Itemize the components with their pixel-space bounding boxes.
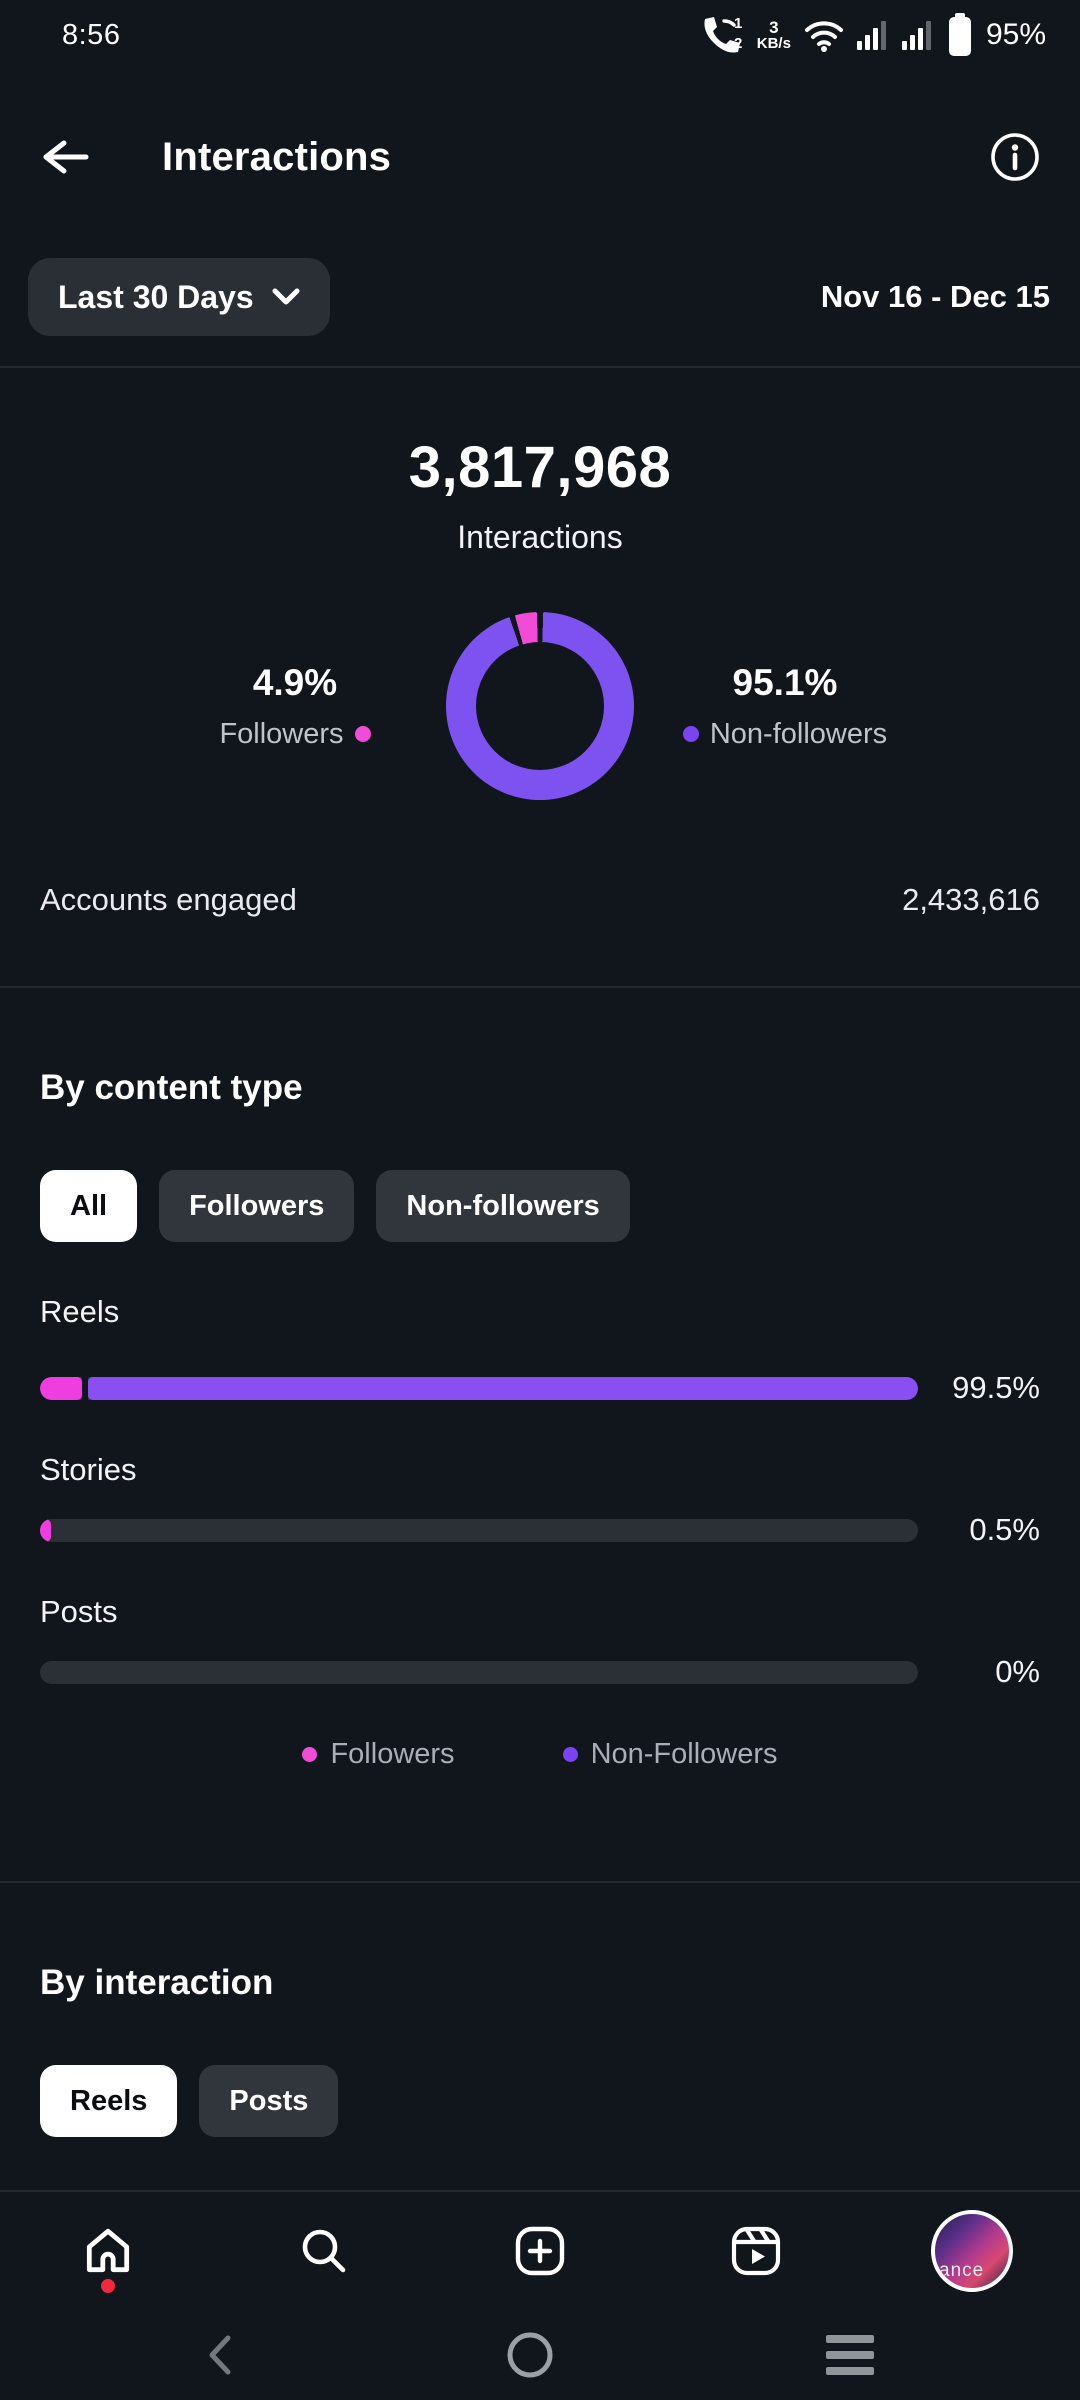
phone-call-icon: 1 2 [700,14,744,56]
battery-icon [947,12,973,58]
non-followers-dot-icon [682,726,699,742]
signal-bars-icon-2 [901,19,934,51]
notification-dot [101,2279,115,2293]
chip-all[interactable]: All [40,1170,138,1242]
section-heading: By content type [40,1068,303,1107]
bar-track [40,1376,918,1400]
bar-label-posts: Posts [40,1594,118,1629]
followers-stat: 4.9% Followers [180,662,410,751]
legend-followers-label: Followers [330,1738,455,1770]
content-type-filter-chips: All Followers Non-followers [40,1170,1040,1242]
bar-track [40,1518,918,1542]
non-followers-label: Non-followers [709,717,888,750]
date-range-selector-label: Last 30 Days [58,278,254,315]
date-range-text: Nov 16 - Dec 15 [820,279,1050,314]
legend-non-followers-label: Non-Followers [590,1738,778,1770]
non-followers-percent: 95.1% [732,661,838,703]
signal-bars-icon [856,19,889,51]
chip-reels[interactable]: Reels [40,2065,178,2137]
non-followers-stat: 95.1% Non-followers [670,662,900,751]
svg-text:2: 2 [734,35,742,52]
tab-create[interactable] [432,2225,648,2277]
bar-row-posts: 0% [40,1654,1040,1690]
section-heading: By interaction [40,1963,274,2002]
bar-segment-followers [40,1518,51,1542]
chip-non-followers[interactable]: Non-followers [376,1170,630,1242]
followers-label: Followers [219,717,344,750]
page-header: Interactions [0,106,1080,208]
legend-item-non-followers: Non-Followers [562,1738,778,1771]
followers-percent: 4.9% [252,661,338,703]
nav-back-icon [209,2335,231,2375]
chip-followers[interactable]: Followers [159,1170,355,1242]
total-interactions-label: Interactions [457,519,623,555]
bar-label-stories: Stories [40,1452,137,1487]
bar-segment-non-followers [88,1376,918,1400]
non-followers-dot-icon [562,1747,578,1762]
accounts-engaged-value: 2,433,616 [902,882,1040,917]
network-speed-indicator: 3 KB/s [756,17,791,53]
tab-home[interactable] [0,2225,216,2293]
search-icon [302,2229,346,2273]
accounts-engaged-label: Accounts engaged [40,882,297,917]
bar-segment-gap [82,1376,88,1400]
audience-split-chart: 4.9% Followers 95.1% Non-followers [0,580,1080,832]
reels-icon [731,2226,781,2276]
total-interactions-value: 3,817,968 [408,435,672,500]
bar-row-stories: 0.5% [40,1512,1040,1548]
tab-profile[interactable]: ance [864,2210,1080,2292]
divider [0,986,1080,988]
by-content-type-section: By content type All Followers Non-follow… [0,1068,1080,1771]
info-button[interactable] [988,130,1042,184]
donut-hole [476,642,604,770]
divider [0,366,1080,368]
android-nav-bar [0,2310,1080,2400]
bar-segment-followers [40,1376,82,1400]
bar-percent-reels: 99.5% [952,1370,1040,1405]
svg-text:1: 1 [734,15,742,32]
bar-label-reels: Reels [40,1294,120,1329]
wifi-icon [804,18,844,52]
page-title: Interactions [162,134,392,179]
chip-posts[interactable]: Posts [199,2065,339,2137]
profile-avatar: ance [931,2210,1013,2292]
status-bar: 8:56 1 2 3 KB/s [0,0,1080,64]
followers-dot-icon [354,726,371,742]
date-range-selector[interactable]: Last 30 Days [28,258,330,336]
chart-legend: Followers Non-Followers [40,1738,1040,1771]
legend-item-followers: Followers [302,1738,455,1771]
bar-track [40,1660,918,1684]
nav-home-icon [507,2332,553,2378]
nav-home-button[interactable] [505,2330,555,2380]
bar-row-reels: 99.5% [40,1370,1040,1406]
bottom-tab-bar: ance [0,2190,1080,2310]
bar-percent-posts: 0% [995,1654,1040,1689]
divider [0,1881,1080,1883]
back-button[interactable] [38,135,90,179]
avatar-caption: ance [939,2260,985,2281]
nav-recents-button[interactable] [826,2335,874,2375]
filter-row: Last 30 Days Nov 16 - Dec 15 [0,258,1080,336]
clock: 8:56 [62,18,121,51]
bar-percent-stories: 0.5% [969,1512,1040,1547]
battery-percent: 95% [985,18,1046,51]
donut-chart [446,612,634,800]
accounts-engaged-row: Accounts engaged 2,433,616 [0,882,1080,918]
interactions-summary: 3,817,968 Interactions [0,368,1080,556]
followers-dot-icon [302,1747,318,1762]
create-post-icon [515,2226,565,2276]
interaction-filter-chips: Reels Posts [40,2065,1040,2137]
chevron-down-icon [272,288,300,306]
nav-back-button[interactable] [206,2334,234,2376]
tab-search[interactable] [216,2225,432,2277]
home-icon [86,2228,130,2273]
tab-reels[interactable] [648,2225,864,2277]
